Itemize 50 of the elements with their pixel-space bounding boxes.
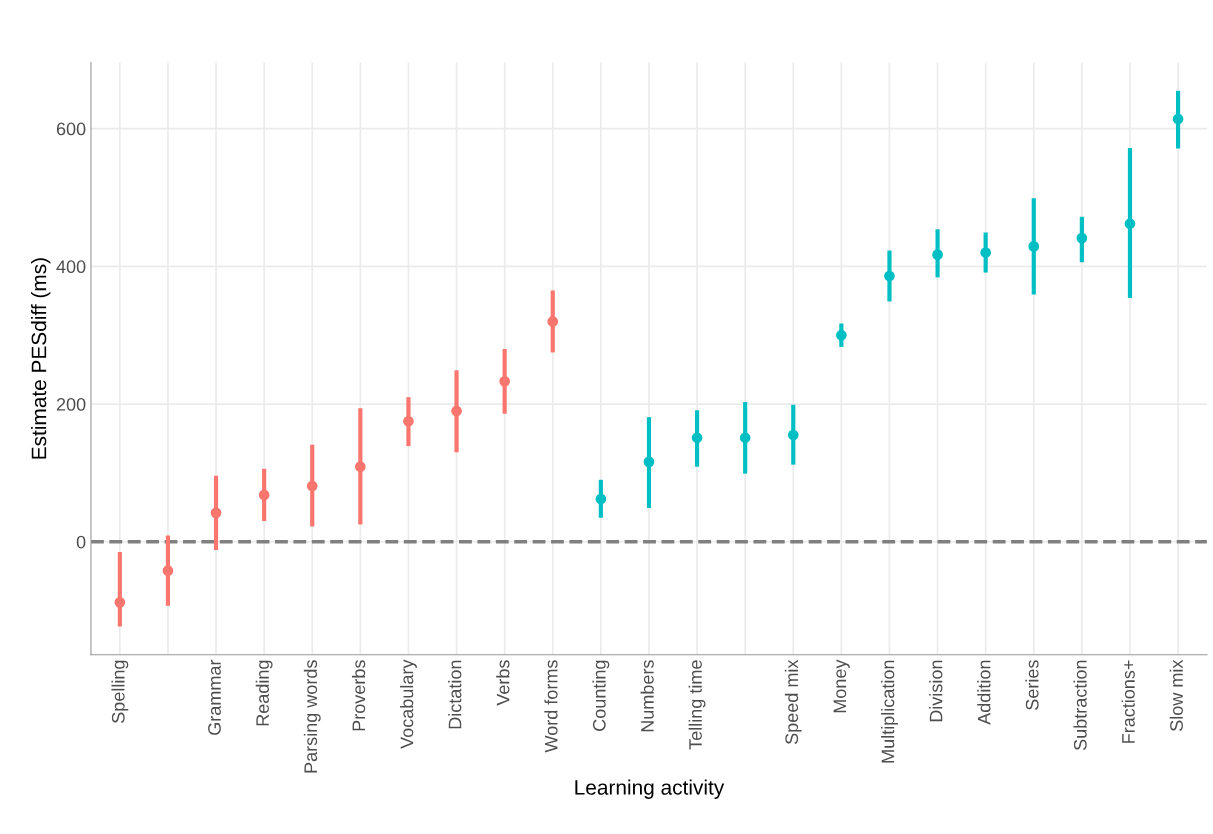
point xyxy=(114,597,126,608)
point xyxy=(306,480,318,492)
x-tick-label: Reading xyxy=(255,660,273,726)
point xyxy=(691,432,703,444)
x-tick-label: Subtraction xyxy=(1073,660,1087,751)
x-tick-label: Series xyxy=(1025,660,1039,710)
point xyxy=(787,429,799,441)
x-tick-label: Counting xyxy=(592,660,610,731)
point xyxy=(1172,113,1184,125)
point xyxy=(354,461,366,473)
point xyxy=(258,489,270,501)
point xyxy=(836,329,847,341)
x-tick-label: Word forms xyxy=(544,660,558,753)
point xyxy=(547,316,559,327)
point xyxy=(643,456,655,468)
y-tick-label: 200 xyxy=(56,398,86,411)
point xyxy=(980,247,992,258)
point xyxy=(403,415,414,427)
x-tick-label: Proverbs xyxy=(351,660,366,731)
y-tick-label: 0 xyxy=(76,535,86,549)
y-tick-label: 400 xyxy=(56,260,86,274)
point xyxy=(1124,218,1136,230)
x-tick-label: Division xyxy=(929,660,943,722)
point xyxy=(499,375,511,387)
point xyxy=(1028,241,1040,252)
x-tick-label: Multiplication xyxy=(881,660,898,763)
x-tick-label: Addition xyxy=(977,660,991,725)
y-axis-title: Estimate PESdiff (ms) xyxy=(31,258,51,459)
point xyxy=(595,493,607,505)
point xyxy=(884,270,895,282)
point xyxy=(739,432,751,444)
x-tick-label: Verbs xyxy=(496,660,510,706)
x-tick-label: Spelling xyxy=(111,660,129,723)
point xyxy=(451,405,462,417)
x-tick-label: Fractions+ xyxy=(1121,660,1135,743)
x-axis-title: Learning activity xyxy=(575,779,725,799)
point xyxy=(210,507,222,519)
x-tick-label: Speed mix xyxy=(784,659,802,745)
x-tick-label: Telling time xyxy=(688,660,706,750)
x-tick-label: Slow mix xyxy=(1169,659,1183,731)
x-tick-label: Grammar xyxy=(208,659,221,735)
x-tick-label: Parsing words xyxy=(303,660,321,773)
x-tick-label: Money xyxy=(833,659,850,713)
point xyxy=(1076,232,1088,244)
x-tick-label: Vocabulary xyxy=(400,659,417,749)
x-tick-label: Dictation xyxy=(448,660,462,729)
point xyxy=(932,249,943,261)
point xyxy=(162,565,174,577)
y-tick-label: 600 xyxy=(56,122,86,136)
x-tick-label: Numbers xyxy=(640,660,654,732)
